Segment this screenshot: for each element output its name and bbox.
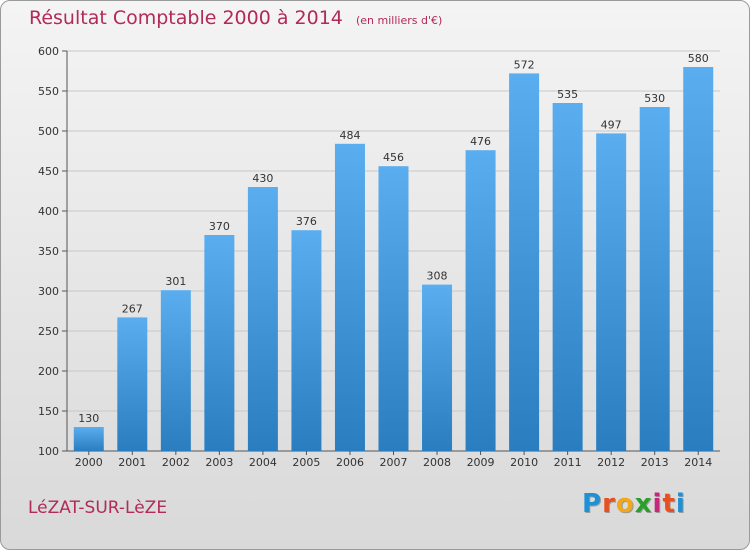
data-labels: 130 267 301 370 430 376 484 456 308 476 572 535 497 5… [78,52,708,425]
bar [422,284,453,451]
logo-letter: r [602,489,616,519]
bar-value-label: 301 [165,275,186,288]
y-tick-label: 400 [38,205,59,218]
x-tick-label: 2006 [336,456,364,469]
bar-value-label: 572 [514,58,535,71]
x-tick-label: 2000 [75,456,103,469]
x-tick-label: 2003 [205,456,233,469]
y-tick-label: 250 [38,325,59,338]
x-tick-label: 2002 [162,456,190,469]
x-tick-label: 2007 [380,456,408,469]
chart-title: Résultat Comptable 2000 à 2014 [29,7,343,29]
bar [73,427,104,451]
y-tick-label: 100 [38,445,59,458]
y-tick-label: 300 [38,285,59,298]
bar [160,290,191,451]
title-row: Résultat Comptable 2000 à 2014 (en milli… [29,7,442,29]
bar-value-label: 535 [557,88,578,101]
x-tick-label: 2001 [118,456,146,469]
bar-value-label: 497 [601,118,622,131]
logo-letter: x [634,489,653,519]
x-tick-label: 2004 [249,456,277,469]
bars [73,67,714,452]
bar-value-label: 476 [470,135,491,148]
x-tick-label: 2008 [423,456,451,469]
x-tick-label: 2010 [510,456,538,469]
x-tick-label: 2011 [554,456,582,469]
bar [596,133,627,451]
bar [639,107,670,451]
bar [552,103,583,451]
bar-value-label: 267 [122,302,143,315]
y-tick-label: 600 [38,45,59,58]
x-tick-label: 2009 [467,456,495,469]
bar [334,143,365,452]
logo-letter: i [675,489,686,519]
y-tick-label: 500 [38,125,59,138]
logo-letter: P [582,489,603,519]
y-tick-label: 150 [38,405,59,418]
bar [204,235,235,451]
bar [378,166,409,451]
bar [509,73,540,452]
bar-value-label: 456 [383,151,404,164]
bar-value-label: 580 [688,52,709,65]
bar-value-label: 308 [427,270,448,283]
logo-letter: t [662,489,676,519]
chart-unit: (en milliers d'€) [355,14,443,27]
y-tick-label: 350 [38,245,59,258]
logo-letter: o [615,489,635,519]
proxiti-logo: Proxiti [582,489,686,519]
logo-letter: i [652,489,663,519]
bar [465,150,496,451]
y-tick-label: 550 [38,85,59,98]
bar [291,230,322,451]
bar-value-label: 130 [78,412,99,425]
bar-value-label: 370 [209,220,230,233]
bar [117,317,148,451]
x-tick-label: 2012 [597,456,625,469]
bar-value-label: 430 [252,172,273,185]
y-tick-label: 450 [38,165,59,178]
bar-value-label: 484 [339,129,360,142]
bar-value-label: 376 [296,215,317,228]
y-tick-label: 200 [38,365,59,378]
commune-name: LéZAT-SUR-LèZE [28,498,168,518]
x-tick-label: 2005 [292,456,320,469]
bar-value-label: 530 [644,92,665,105]
x-tick-label: 2014 [684,456,712,469]
bar [683,67,714,451]
x-tick-label: 2013 [641,456,669,469]
bar [247,187,278,451]
